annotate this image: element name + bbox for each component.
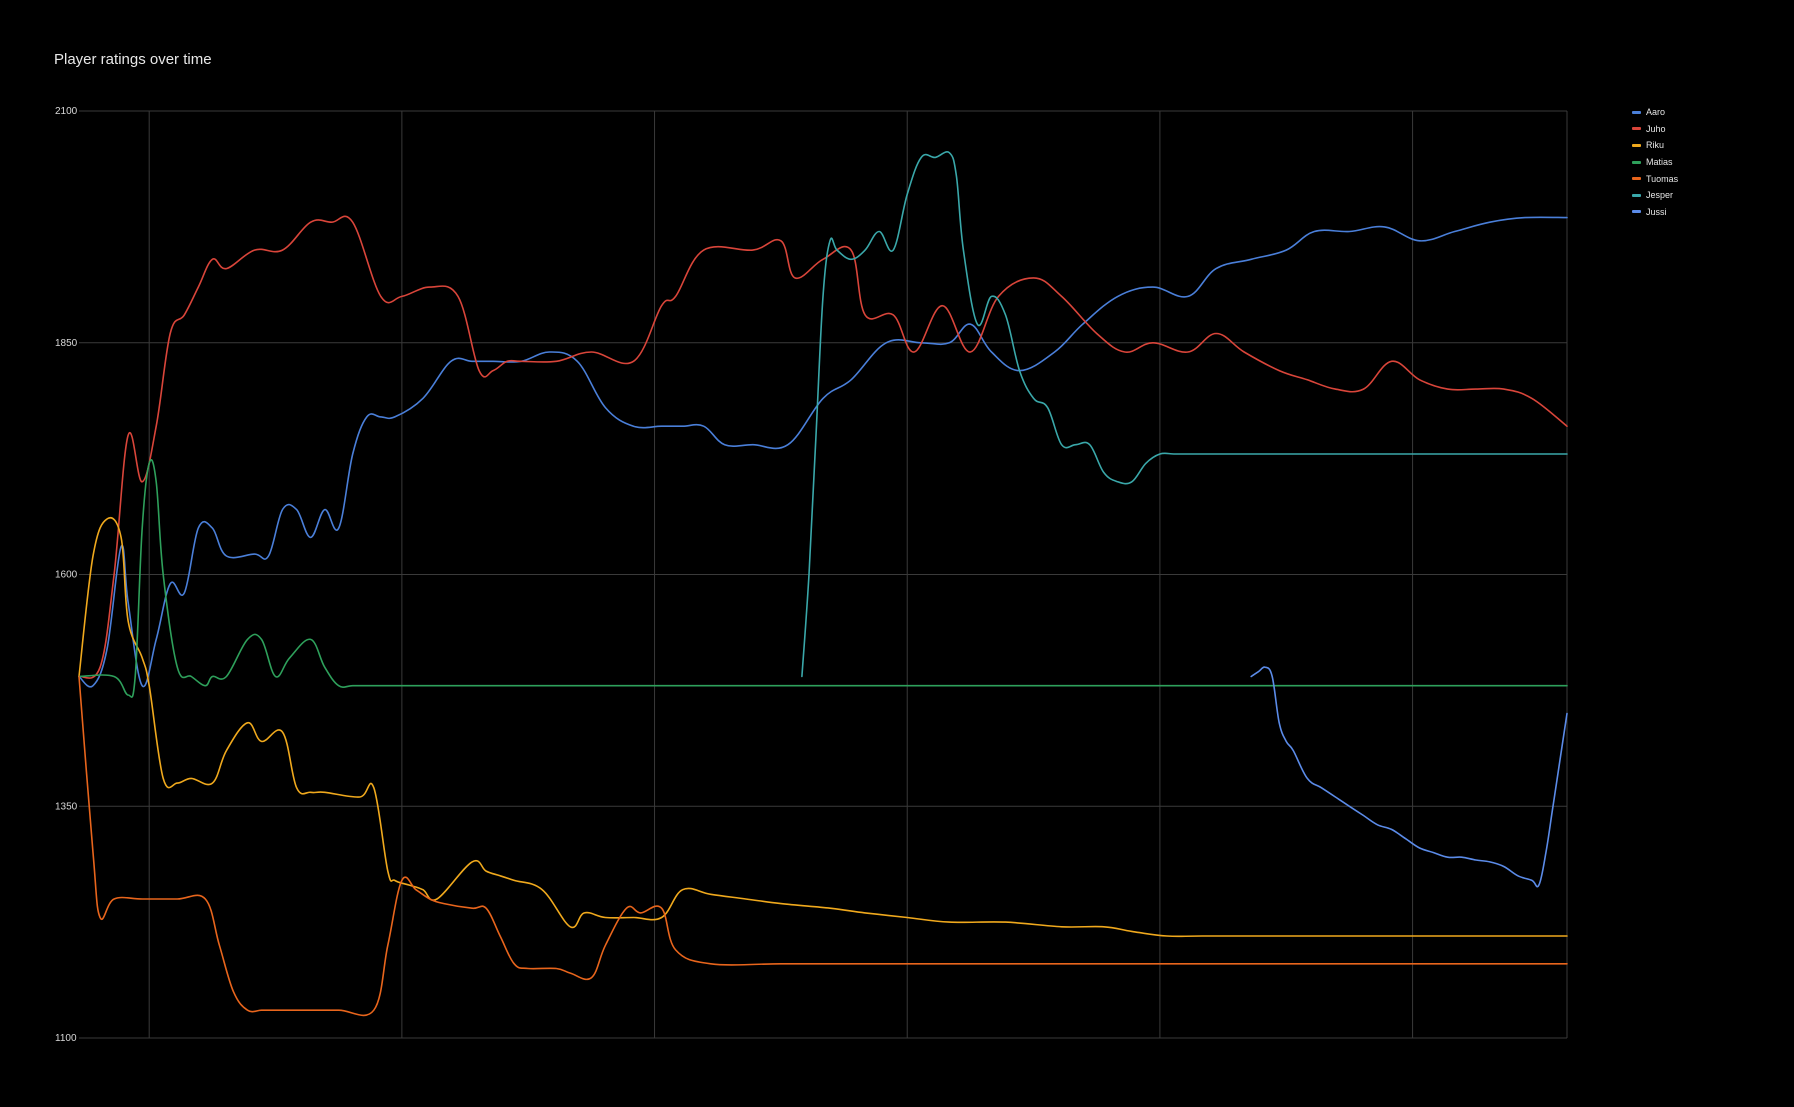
grid-lines	[79, 110, 1568, 1039]
legend-swatch	[1632, 193, 1641, 197]
legend-item-aaro[interactable]: Aaro	[1632, 104, 1678, 121]
legend-label: Matias	[1646, 157, 1673, 168]
legend-item-riku[interactable]: Riku	[1632, 137, 1678, 154]
legend-label: Juho	[1646, 123, 1666, 134]
series-line-aaro	[78, 216, 1568, 688]
legend-item-matias[interactable]: Matias	[1632, 154, 1678, 171]
y-tick-label: 1600	[55, 570, 78, 581]
legend-swatch	[1632, 177, 1641, 181]
y-tick-label: 1350	[55, 801, 78, 812]
series-line-matias	[78, 459, 1568, 698]
legend-label: Jesper	[1646, 190, 1674, 201]
y-tick-label: 1850	[55, 338, 78, 349]
series-line-tuomas	[78, 675, 1568, 1017]
legend-item-jussi[interactable]: Jussi	[1632, 204, 1678, 221]
series-line-riku	[78, 516, 1568, 938]
legend-label: Tuomas	[1646, 173, 1679, 184]
series-line-jesper	[801, 151, 1568, 678]
legend-label: Jussi	[1646, 206, 1667, 217]
legend-swatch	[1632, 127, 1641, 131]
y-tick-label: 1100	[55, 1033, 77, 1044]
series-line-juho	[78, 215, 1568, 679]
legend-item-juho[interactable]: Juho	[1632, 121, 1678, 138]
legend-swatch	[1632, 160, 1641, 164]
legend: Aaro Juho Riku Matias Tuomas Jesper Jussi	[1632, 104, 1678, 220]
legend-label: Riku	[1646, 140, 1665, 151]
chart-title: Player ratings over time	[54, 51, 212, 68]
y-tick-label: 2100	[55, 106, 78, 117]
legend-swatch	[1632, 210, 1641, 214]
series-lines	[78, 151, 1568, 1017]
legend-swatch	[1632, 110, 1641, 114]
legend-item-tuomas[interactable]: Tuomas	[1632, 170, 1678, 187]
series-line-jussi	[1250, 666, 1568, 888]
legend-label: Aaro	[1646, 107, 1666, 118]
legend-item-jesper[interactable]: Jesper	[1632, 187, 1678, 204]
legend-swatch	[1632, 143, 1641, 147]
y-tick-labels: 1100 1350 1600 1850 2100	[55, 106, 78, 1044]
